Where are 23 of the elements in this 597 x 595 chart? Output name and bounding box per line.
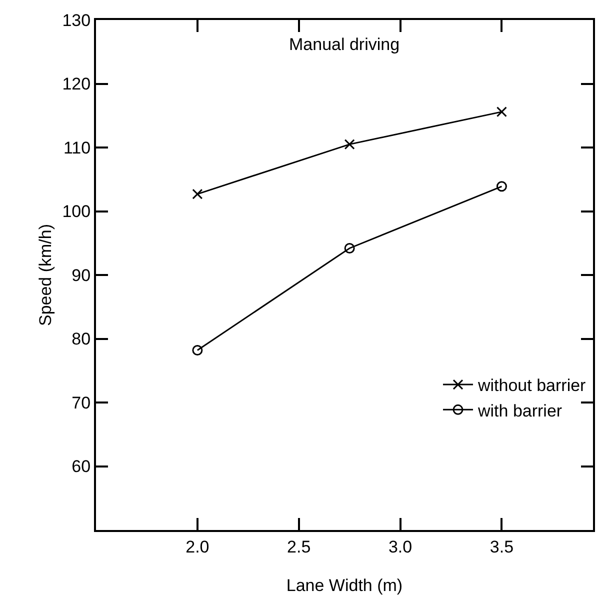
annotation: Manual driving xyxy=(289,35,400,54)
point xyxy=(192,188,203,200)
legend-label: with barrier xyxy=(477,401,562,420)
point xyxy=(496,181,507,192)
x-tick-label: 3.5 xyxy=(490,537,514,556)
point xyxy=(344,242,355,254)
y-tick-label: 100 xyxy=(62,202,91,222)
y-tick-label: 110 xyxy=(63,138,91,158)
y-tick-label: 70 xyxy=(72,393,91,412)
point xyxy=(344,139,355,150)
y-tick-label: 130 xyxy=(62,10,91,30)
x-tick-label: 2.0 xyxy=(186,537,210,556)
y-tick-label: 90 xyxy=(72,266,91,285)
x-axis-title: Lane Width (m) xyxy=(286,576,403,595)
x-tick-label: 2.5 xyxy=(287,537,311,556)
point xyxy=(496,106,507,118)
y-tick-label: 120 xyxy=(62,74,91,94)
x-tick-label: 3.0 xyxy=(388,537,412,556)
y-tick-label: 80 xyxy=(72,330,91,349)
point xyxy=(192,344,203,356)
legend-label: without barrier xyxy=(477,376,586,396)
y-axis-title: Speed (km/h) xyxy=(36,224,55,326)
y-tick-label: 60 xyxy=(72,457,91,476)
